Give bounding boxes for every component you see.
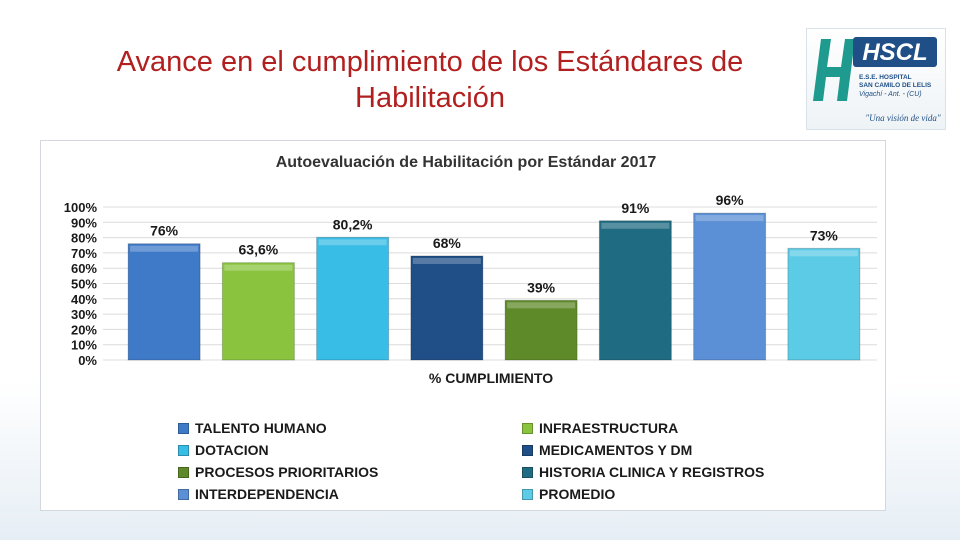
chart-legend: TALENTO HUMANO INFRAESTRUCTURA DOTACION MED…	[178, 419, 878, 507]
bar-medicamentos-y-dm	[410, 255, 484, 361]
legend-label: PROCESOS PRIORITARIOS	[195, 464, 379, 480]
chart-panel: Autoevaluación de Habilitación por Están…	[40, 140, 886, 511]
bar-highlight	[507, 302, 576, 309]
legend-label: INFRAESTRUCTURA	[539, 420, 679, 436]
slide-title-line2: Habilitación	[355, 82, 505, 114]
bar-historia-clinica-y-registros	[598, 220, 672, 361]
bar-infraestructura	[221, 262, 295, 361]
bar-value-label: 39%	[527, 279, 556, 295]
legend-label: MEDICAMENTOS Y DM	[539, 442, 693, 458]
legend-item: HISTORIA CLINICA Y REGISTROS	[522, 463, 764, 481]
legend-swatch	[522, 488, 533, 500]
chart-title: Autoevaluación de Habilitación por Están…	[276, 154, 657, 171]
bar-promedio	[787, 247, 861, 361]
logo-name: HSCL	[862, 39, 927, 66]
bar-highlight	[695, 215, 764, 222]
bar-interdependencia	[693, 212, 767, 361]
bar-value-label: 80,2%	[333, 216, 373, 232]
y-tick-label: 80%	[71, 231, 97, 246]
y-tick-label: 90%	[71, 215, 97, 230]
legend-item: INTERDEPENDENCIA	[178, 485, 339, 503]
legend-label: TALENTO HUMANO	[195, 420, 327, 436]
bar-value-label: 91%	[621, 200, 650, 216]
y-tick-label: 40%	[71, 292, 97, 307]
legend-item: MEDICAMENTOS Y DM	[522, 441, 692, 459]
legend-item: PROMEDIO	[522, 485, 615, 503]
logo-subtitle3: Vigachí - Ant. - (CU)	[859, 91, 922, 98]
x-axis-label: % CUMPLIMIENTO	[429, 370, 553, 386]
logo-subtitle1: E.S.E. HOSPITAL	[859, 74, 912, 81]
bar-highlight	[130, 245, 199, 252]
legend-swatch	[178, 466, 189, 478]
legend-label: DOTACION	[195, 442, 269, 458]
y-tick-label: 30%	[71, 307, 97, 322]
logo-badge	[853, 37, 937, 67]
slide-title: Avance en el cumplimiento de los Estánda…	[60, 44, 800, 116]
legend-item: TALENTO HUMANO	[178, 419, 327, 437]
legend-item: PROCESOS PRIORITARIOS	[178, 463, 378, 481]
legend-item: DOTACION	[178, 441, 269, 459]
logo-h-mark	[813, 39, 855, 101]
hospital-logo: HSCL E.S.E. HOSPITAL SAN CAMILO DE LELIS…	[806, 28, 946, 130]
chart-bars	[127, 212, 861, 361]
y-tick-label: 70%	[71, 246, 97, 261]
y-tick-label: 10%	[71, 338, 97, 353]
legend-swatch	[178, 444, 189, 456]
legend-label: PROMEDIO	[539, 486, 616, 502]
bar-highlight	[318, 239, 387, 246]
logo-subtitle2: SAN CAMILO DE LELIS	[859, 82, 932, 89]
bar-value-label: 76%	[150, 223, 179, 239]
bar-value-label: 63,6%	[239, 242, 279, 258]
bar-highlight	[412, 257, 481, 264]
bar-chart: Autoevaluación de Habilitación por Están…	[64, 154, 877, 386]
bar-highlight	[601, 222, 670, 229]
y-tick-label: 0%	[78, 353, 97, 368]
y-tick-label: 50%	[71, 277, 97, 292]
legend-label: HISTORIA CLINICA Y REGISTROS	[539, 464, 765, 480]
hospital-logo-graphic: HSCL E.S.E. HOSPITAL SAN CAMILO DE LELIS…	[813, 37, 941, 123]
bar-value-label: 96%	[716, 192, 745, 208]
bar-dotacion	[316, 236, 390, 361]
bar-value-label: 73%	[810, 227, 839, 243]
bar-talento-humano	[127, 243, 201, 361]
y-tick-label: 100%	[64, 200, 98, 215]
legend-swatch	[522, 466, 533, 478]
legend-label: INTERDEPENDENCIA	[195, 486, 339, 502]
bar-highlight	[789, 250, 858, 257]
logo-motto: "Una visión de vida"	[865, 113, 941, 123]
bar-value-labels: 76% 63,6% 80,2% 68% 39% 91% 96% 73%	[150, 192, 838, 295]
legend-item: INFRAESTRUCTURA	[522, 419, 678, 437]
slide-title-line1: Avance en el cumplimiento de los Estánda…	[116, 46, 744, 78]
legend-swatch	[522, 444, 533, 456]
y-tick-label: 20%	[71, 322, 97, 337]
bar-procesos-prioritarios	[504, 299, 578, 361]
bar-highlight	[224, 264, 293, 271]
legend-swatch	[178, 488, 189, 500]
y-axis: 0%10%20%30%40%50%60%70%80%90%100%	[64, 200, 98, 368]
legend-swatch	[522, 422, 533, 434]
legend-swatch	[178, 422, 189, 434]
bar-value-label: 68%	[433, 235, 462, 251]
y-tick-label: 60%	[71, 261, 97, 276]
